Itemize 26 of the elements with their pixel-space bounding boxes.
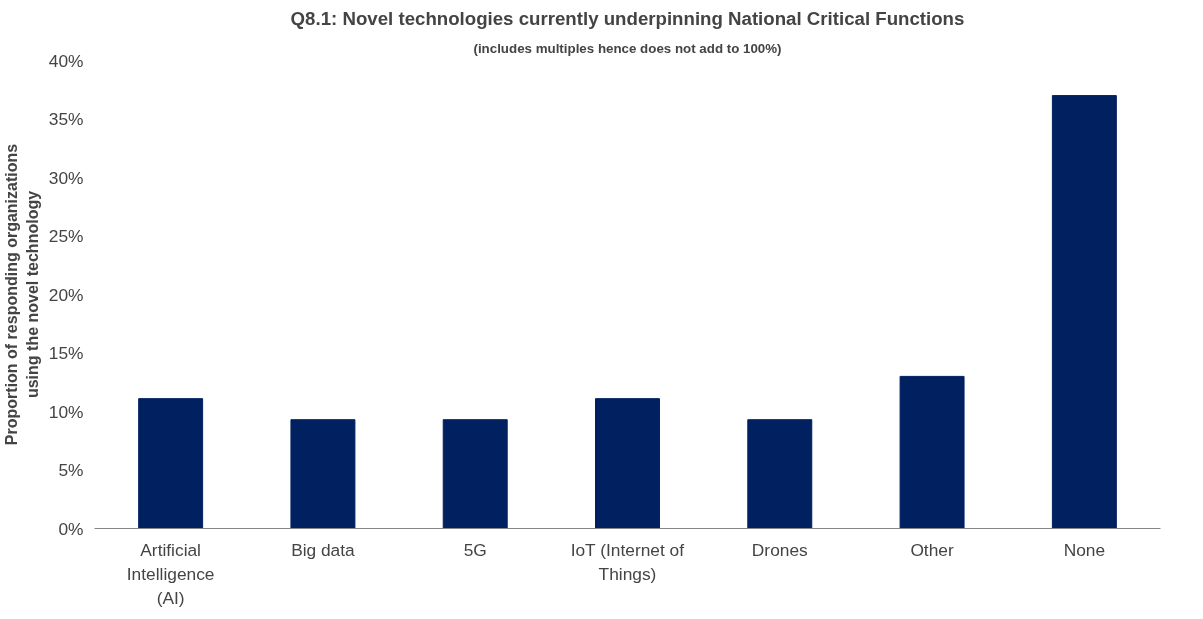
- bar: [1051, 95, 1117, 529]
- x-tick-label: IoT (Internet of Things): [570, 539, 685, 584]
- bar: [747, 419, 813, 529]
- y-tick-label: 15%: [48, 343, 84, 363]
- y-tick-label: 5%: [58, 460, 84, 480]
- y-tick-label: 35%: [48, 109, 84, 129]
- bar: [595, 398, 660, 529]
- y-tick-label: 40%: [48, 50, 84, 71]
- bar: [138, 398, 204, 529]
- x-tick-label: Big data: [291, 539, 356, 560]
- bar: [899, 375, 965, 529]
- x-tick-label: 5G: [463, 539, 487, 560]
- bar: [442, 419, 508, 529]
- x-tick-label: Artificial Intelligence (AI): [126, 539, 215, 608]
- y-tick-label: 30%: [48, 167, 84, 188]
- chart-title: Q8.1: Novel technologies currently underpinning National Critical Functions: [290, 7, 965, 29]
- chart-subtitle: (includes multiples hence does not add to 100%): [473, 40, 782, 56]
- y-tick-label: 20%: [48, 284, 84, 305]
- x-tick-label: Other: [910, 539, 954, 560]
- y-tick-label: 25%: [48, 226, 84, 246]
- y-tick-label: 0%: [58, 518, 84, 539]
- y-axis-title: Proportion of responding organizations using the novel technology: [3, 143, 41, 446]
- bar: [290, 419, 356, 529]
- x-tick-label: Drones: [751, 539, 809, 560]
- x-tick-label: None: [1063, 539, 1106, 560]
- y-tick-label: 10%: [48, 401, 84, 422]
